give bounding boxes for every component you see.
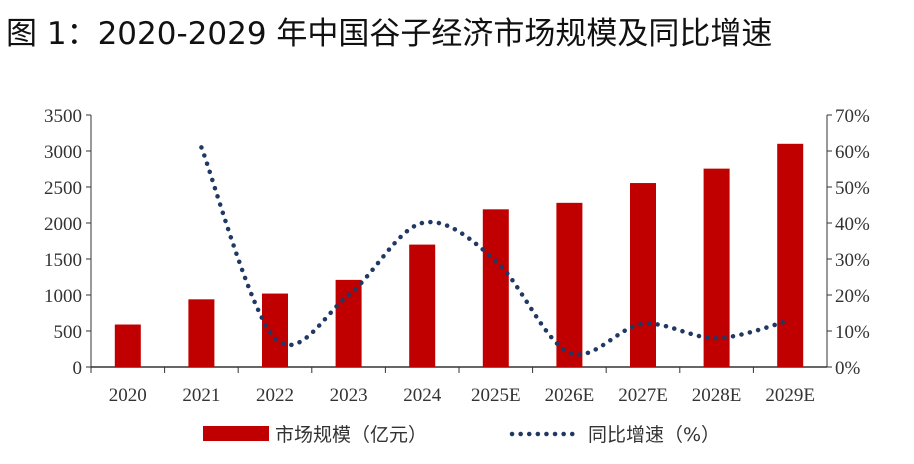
x-tick-label: 2026E: [545, 385, 595, 406]
y2-tick-label: 50%: [835, 178, 870, 199]
y2-tick-label: 20%: [835, 286, 870, 307]
legend-bar-swatch: [203, 426, 269, 441]
y2-tick-label: 70%: [835, 106, 870, 127]
bar-2026E: [556, 202, 583, 367]
bar-2022: [262, 293, 288, 367]
y2-tick-label: 0%: [835, 358, 861, 379]
x-tick-label: 2024: [403, 385, 442, 406]
bar-2021: [188, 299, 215, 367]
x-tick-label: 2029E: [765, 385, 815, 406]
legend-line-label: 同比增速（%）: [588, 424, 720, 446]
x-tick-label: 2022: [256, 385, 294, 406]
bar-2029E: [777, 143, 804, 367]
x-tick-label: 2025E: [471, 385, 521, 406]
y-tick-label: 3000: [44, 142, 82, 163]
y-tick-label: 500: [54, 322, 83, 343]
y-tick-label: 2500: [44, 178, 82, 199]
y2-tick-label: 40%: [835, 214, 870, 235]
x-tick-label: 2023: [330, 385, 368, 406]
x-tick-label: 2020: [109, 385, 147, 406]
legend-bar-label: 市场规模（亿元）: [275, 424, 427, 446]
y2-tick-label: 10%: [835, 322, 870, 343]
y-tick-label: 2000: [44, 214, 82, 235]
x-tick-label: 2021: [182, 385, 220, 406]
bar-2024: [409, 244, 436, 367]
y-tick-label: 3500: [44, 106, 82, 127]
bar-2027E: [630, 183, 656, 367]
chart-title: 图 1：2020-2029 年中国谷子经济市场规模及同比增速: [6, 16, 773, 52]
bar-2025E: [482, 209, 509, 367]
y-tick-label: 1500: [44, 250, 82, 271]
y2-tick-label: 60%: [835, 142, 870, 163]
x-tick-label: 2027E: [618, 385, 668, 406]
bar-2028E: [703, 168, 730, 367]
y-tick-label: 0: [73, 358, 83, 379]
bar-2020: [114, 324, 141, 367]
y2-tick-label: 30%: [835, 250, 870, 271]
y-tick-label: 1000: [44, 286, 82, 307]
x-tick-label: 2028E: [692, 385, 742, 406]
